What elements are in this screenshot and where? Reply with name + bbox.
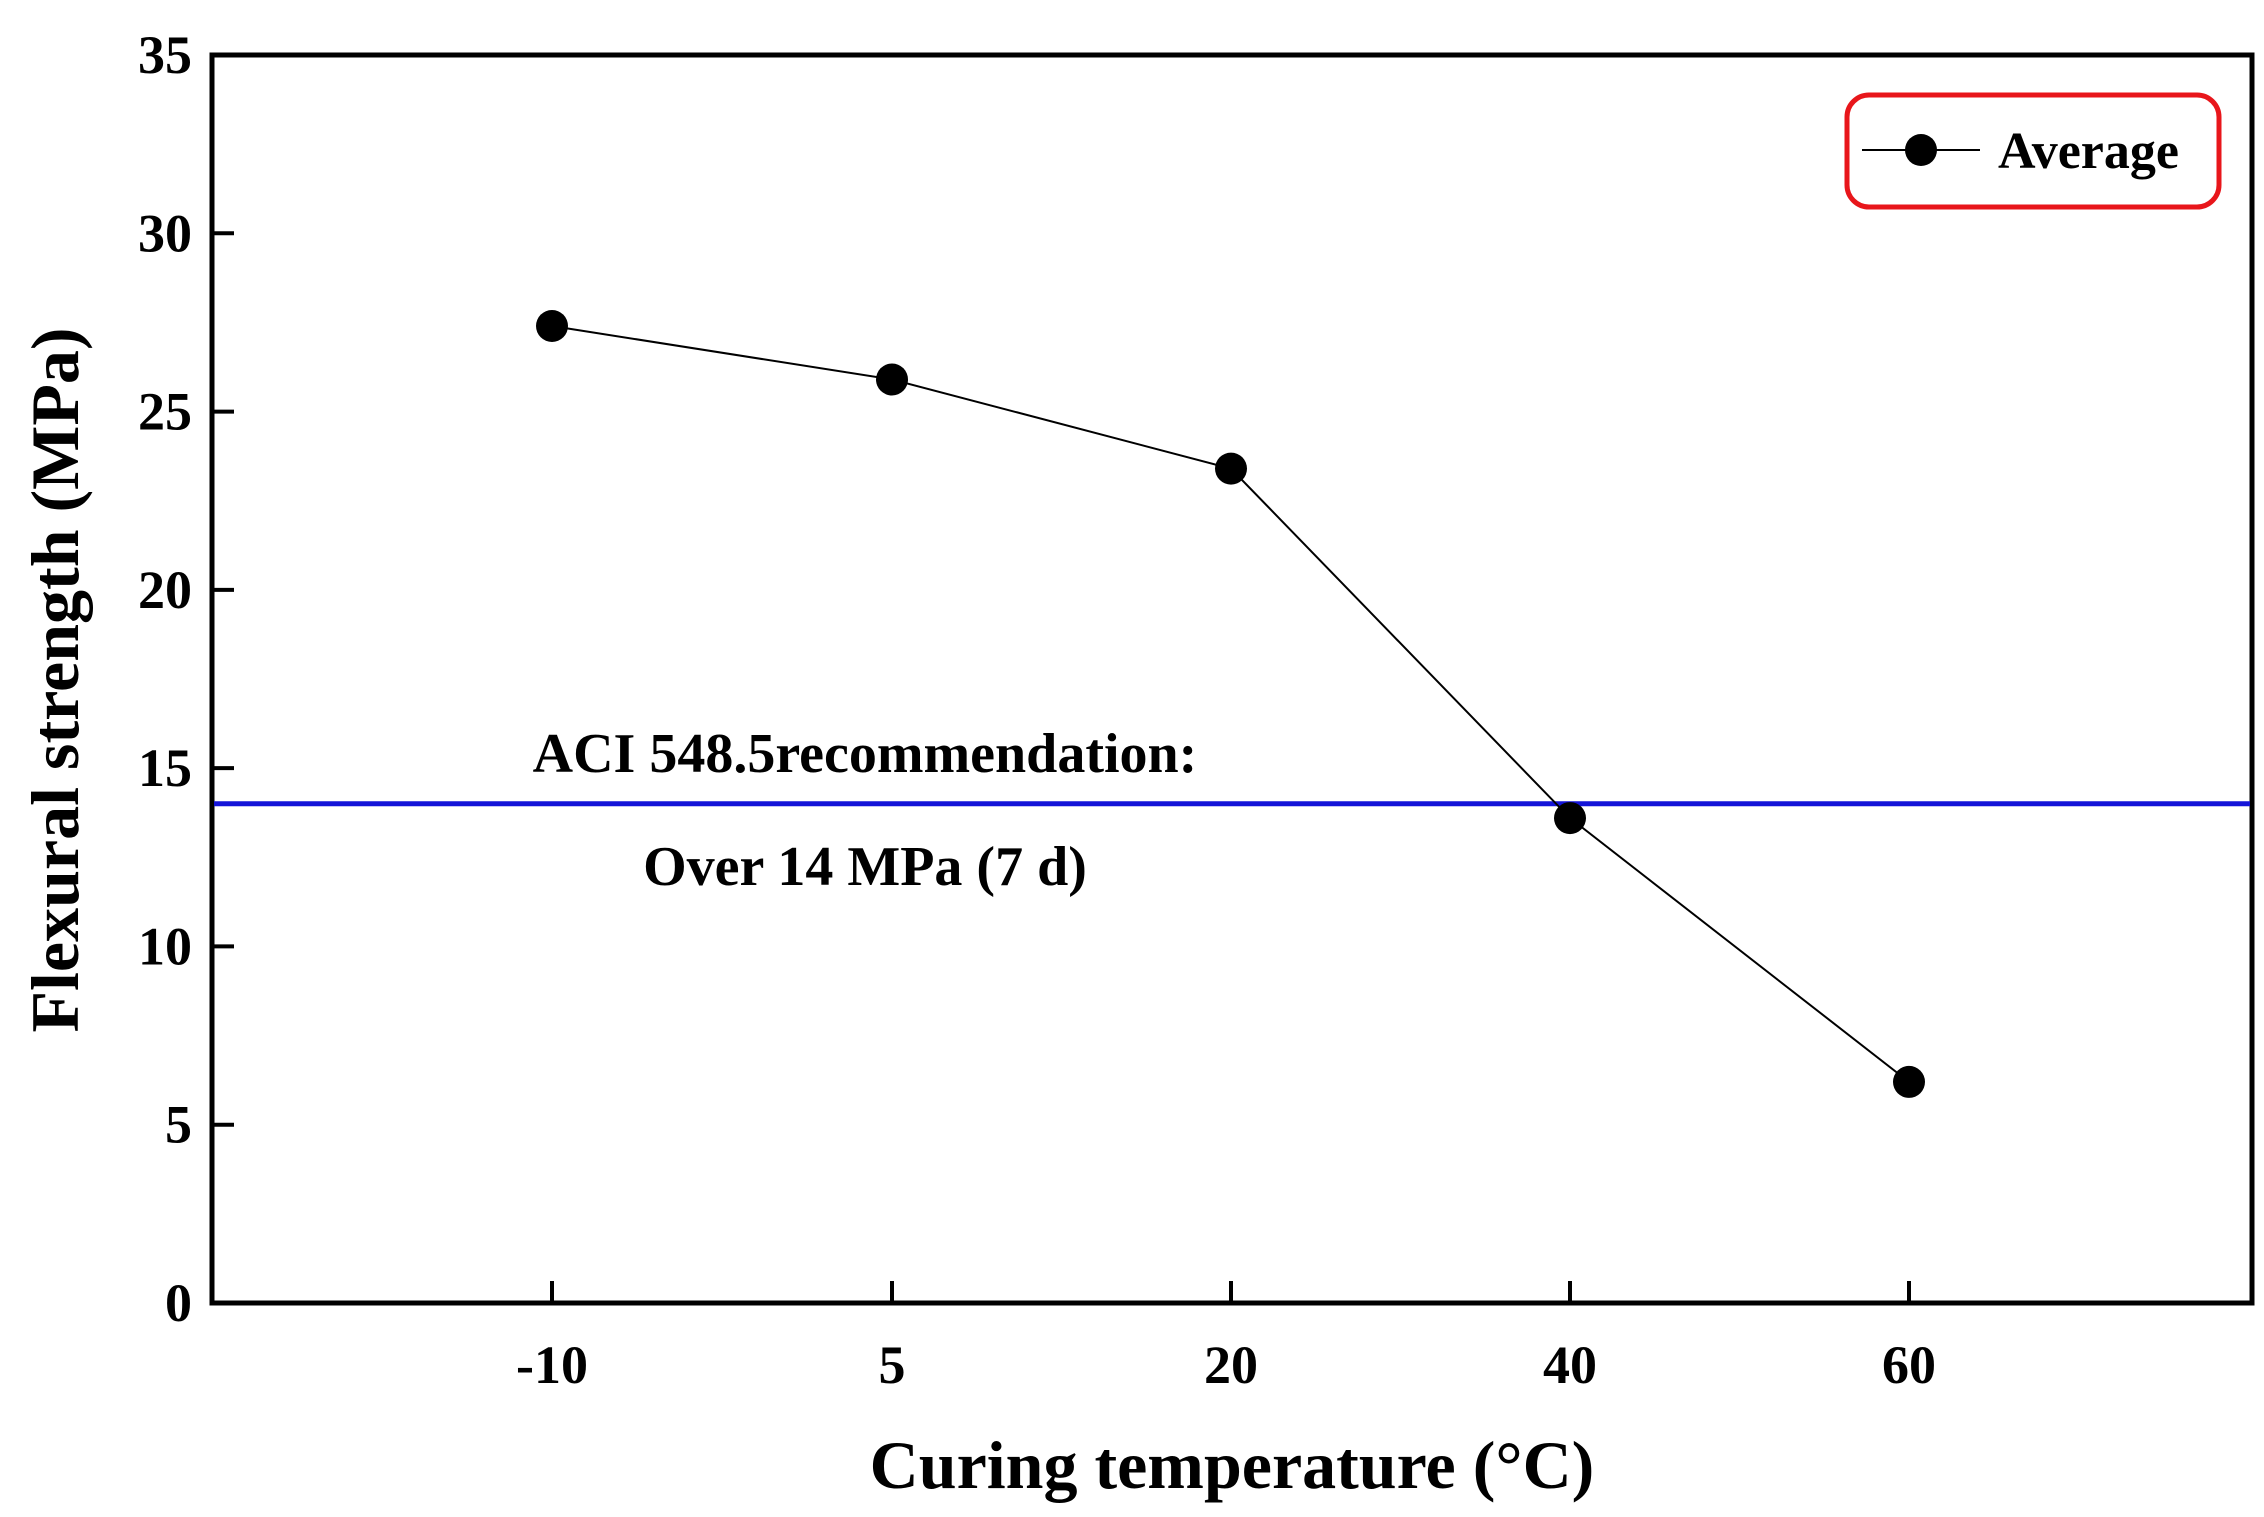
x-tick-label: 5 [879, 1335, 906, 1395]
y-tick-label: 20 [138, 560, 192, 620]
series-average [536, 309, 1925, 1098]
legend-marker [1905, 134, 1937, 166]
y-axis-title: Flexural strength (MPa) [17, 327, 93, 1032]
data-point [876, 363, 908, 396]
y-tick-label: 35 [138, 25, 192, 85]
x-axis-title: Curing temperature (°C) [870, 1427, 1595, 1503]
x-tick-label: 60 [1882, 1335, 1936, 1395]
x-tick-label: -10 [516, 1335, 588, 1395]
legend-frame [1844, 92, 2222, 210]
series-line [551, 325, 1910, 1083]
y-tick-label: 25 [138, 382, 192, 442]
data-point [1554, 802, 1586, 835]
legend: Average [1844, 92, 2222, 210]
annotation-line-1: ACI 548.5recommendation: [533, 723, 1198, 785]
x-tick-label: 20 [1204, 1335, 1258, 1395]
data-point [536, 309, 568, 342]
y-tick-label: 10 [138, 916, 192, 976]
y-tick-label: 30 [138, 203, 192, 263]
annotation-line-2: Over 14 MPa (7 d) [643, 836, 1087, 898]
legend-label: Average [1998, 123, 2179, 180]
data-point [1215, 452, 1247, 485]
y-axis-ticks: 0 5 10 15 20 25 30 35 [138, 25, 234, 1333]
y-tick-label: 0 [165, 1273, 192, 1333]
x-axis-ticks: -10 5 20 40 60 [516, 1281, 1936, 1395]
x-tick-label: 40 [1543, 1335, 1597, 1395]
y-tick-label: 15 [138, 738, 192, 798]
data-point [1893, 1065, 1925, 1098]
y-tick-label: 5 [165, 1095, 192, 1155]
plot-frame [209, 52, 2255, 1306]
